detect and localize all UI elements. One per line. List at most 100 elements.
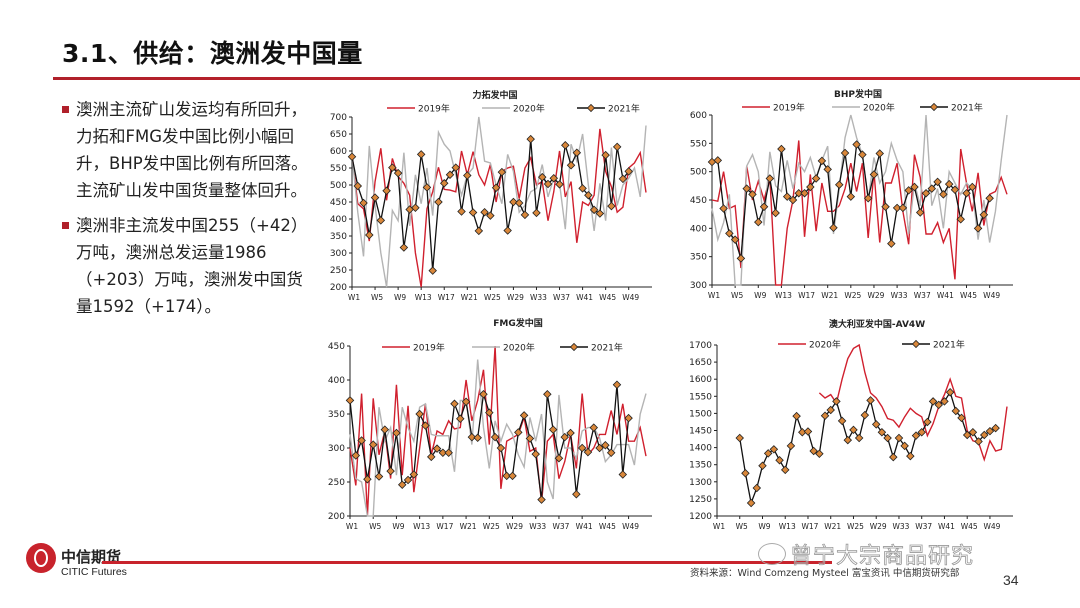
data-point [892, 203, 902, 213]
data-point [911, 431, 921, 440]
legend-label: 2021年 [608, 103, 640, 115]
data-point [889, 452, 898, 462]
data-point [382, 186, 391, 196]
data-point [612, 380, 622, 390]
data-point [900, 441, 909, 451]
data-point [849, 425, 858, 435]
x-tick-label: W9 [754, 291, 766, 300]
data-point [532, 208, 541, 218]
y-tick-label: 200 [328, 512, 345, 522]
data-point [397, 480, 407, 489]
y-tick-label: 1650 [689, 358, 712, 368]
data-point [624, 167, 633, 176]
data-point [589, 423, 599, 432]
data-point [502, 471, 511, 481]
data-point [923, 417, 932, 427]
legend-label: 2019年 [773, 102, 805, 114]
data-point [811, 174, 821, 183]
data-point [374, 472, 384, 481]
data-point [852, 140, 861, 149]
data-point [479, 390, 488, 399]
data-point [537, 172, 547, 182]
chart-title: FMG发中国 [493, 317, 543, 329]
y-tick-label: 350 [330, 232, 347, 242]
data-point [771, 208, 780, 218]
series-line-2020 [711, 114, 1008, 286]
data-point [444, 448, 453, 458]
legend-label: 2021年 [933, 339, 965, 351]
y-tick-label: 1250 [689, 495, 712, 505]
data-point [589, 205, 599, 215]
data-point [416, 150, 426, 159]
x-tick-label: W45 [960, 291, 977, 300]
data-point [607, 201, 616, 211]
x-tick-label: W37 [552, 522, 569, 531]
wechat-icon [758, 543, 786, 565]
data-point [421, 421, 430, 430]
data-point [578, 184, 587, 193]
y-tick-label: 400 [690, 224, 707, 234]
data-point [606, 448, 616, 458]
x-tick-label: W41 [938, 522, 955, 531]
legend-marker [569, 342, 579, 352]
data-point [843, 435, 853, 445]
legend-marker [586, 103, 596, 113]
data-point [434, 197, 443, 207]
data-point [380, 425, 390, 434]
data-point [752, 483, 762, 493]
data-point [345, 396, 355, 405]
x-tick-label: W49 [622, 293, 639, 302]
data-point [887, 239, 896, 248]
data-point [759, 202, 769, 212]
data-point [906, 451, 915, 461]
bullet-square-icon [62, 222, 69, 229]
data-point [618, 174, 628, 184]
legend-marker [911, 339, 921, 349]
data-point [840, 148, 850, 158]
x-tick-label: W13 [775, 291, 792, 300]
data-point [741, 469, 750, 478]
data-point [503, 226, 512, 235]
x-tick-label: W25 [483, 522, 500, 531]
data-point [968, 182, 977, 192]
y-tick-label: 1500 [689, 409, 712, 419]
data-point [572, 148, 582, 157]
data-point [357, 436, 366, 445]
y-tick-label: 200 [330, 283, 347, 293]
y-tick-label: 650 [330, 130, 347, 140]
x-tick-label: W29 [870, 522, 887, 531]
x-tick-label: W1 [346, 522, 358, 531]
watermark: 曾宁大宗商品研究 [790, 544, 975, 570]
data-point [583, 447, 593, 457]
data-point [474, 226, 484, 236]
series-line-2021 [739, 390, 996, 506]
data-point [411, 203, 420, 213]
y-tick-label: 550 [330, 164, 347, 174]
data-point [439, 179, 449, 188]
data-point [939, 190, 948, 199]
data-point [577, 443, 587, 453]
y-tick-label: 1200 [689, 512, 712, 522]
data-point [351, 451, 361, 460]
x-tick-label: W41 [937, 291, 954, 300]
data-point [780, 465, 790, 475]
data-point [991, 423, 1000, 433]
x-tick-label: W49 [983, 291, 1000, 300]
x-tick-label: W33 [891, 291, 908, 300]
x-tick-label: W13 [413, 522, 430, 531]
data-point [403, 475, 413, 485]
data-point [746, 498, 756, 508]
y-tick-label: 350 [690, 253, 707, 263]
data-point [985, 426, 995, 436]
data-point [508, 471, 517, 481]
data-point [353, 181, 363, 191]
x-tick-label: W17 [801, 522, 818, 531]
y-tick-label: 450 [330, 198, 347, 208]
y-tick-label: 600 [330, 147, 347, 157]
x-tick-label: W21 [460, 522, 477, 531]
data-point [490, 432, 500, 442]
data-point [910, 182, 919, 192]
data-point [584, 190, 593, 200]
data-point [968, 427, 978, 437]
data-point [854, 433, 864, 443]
